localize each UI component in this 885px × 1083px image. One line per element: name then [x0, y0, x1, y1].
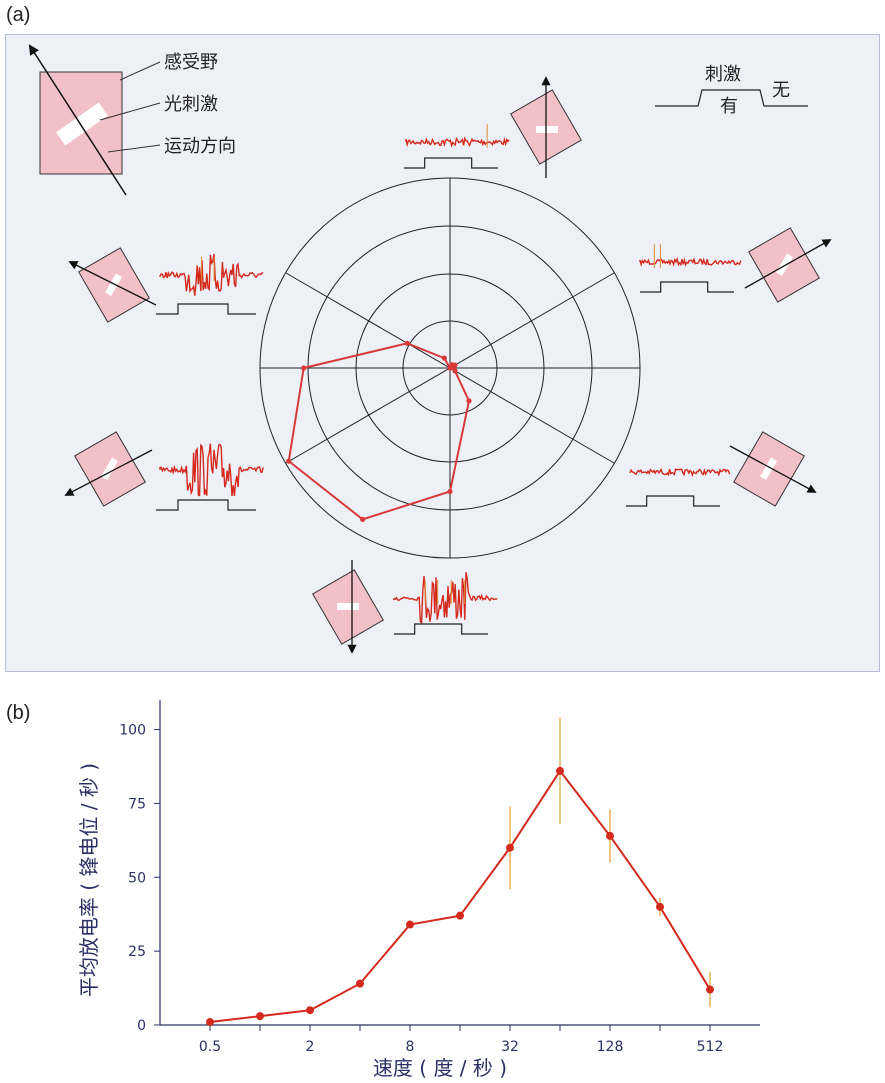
stimulus-key-title: 刺激: [705, 64, 741, 85]
polar-point-9: [301, 365, 307, 371]
series-line: [209, 769, 711, 1024]
light-stimulus-bar: [56, 102, 108, 146]
direction-150-stimulus: [68, 247, 157, 323]
stimulus-key: 刺激 有 无: [655, 64, 808, 117]
direction-neg150-stimulus: [64, 431, 153, 507]
trace-90: [405, 124, 510, 148]
polar-point-7: [360, 516, 366, 522]
data-point: [606, 831, 614, 840]
y-tick-label: 0: [137, 1018, 146, 1034]
tuning-polygon: [287, 342, 471, 521]
stimulus-key-off: 无: [772, 80, 790, 101]
data-point: [456, 911, 464, 920]
panel-a-frame: [5, 34, 880, 672]
step-neg30: [626, 495, 720, 507]
legend-receptive-field: 感受野: [164, 52, 218, 73]
x-tick-label: 512: [697, 1039, 724, 1055]
data-point: [506, 843, 514, 852]
trace-30: [639, 244, 742, 268]
step-90: [404, 157, 498, 169]
polar-point-10: [404, 340, 410, 346]
polar-point-6: [447, 488, 453, 495]
chart-series: [206, 717, 714, 1027]
y-tick-label: 75: [128, 796, 146, 812]
x-tick-label: 2: [306, 1039, 315, 1055]
receptive-field-swatch: [39, 71, 123, 175]
y-tick-label: 50: [128, 870, 146, 886]
direction-neg30-stimulus: [729, 431, 817, 507]
y-tick-label: 25: [128, 944, 146, 960]
tuning-polygon-layer: [286, 340, 472, 522]
spike-trace-layer: [156, 124, 742, 635]
x-axis-label: 速度 ( 度 / 秒 ): [373, 1056, 507, 1080]
polar-point-11: [441, 355, 447, 361]
direction-30-stimulus: [744, 227, 832, 303]
step-neg90: [394, 623, 488, 635]
data-point: [556, 766, 564, 775]
panel-a-figure: 感受野 光刺激 运动方向 刺激 有 无: [28, 44, 832, 654]
panel-a-label: (a): [6, 4, 31, 26]
x-tick-label: 8: [406, 1039, 415, 1055]
data-point: [706, 985, 714, 994]
data-point: [406, 920, 414, 929]
polar-point-8: [286, 458, 292, 464]
data-point: [356, 979, 364, 988]
data-point: [256, 1012, 264, 1021]
polar-point-5: [466, 398, 472, 404]
step-150: [156, 303, 256, 315]
panel-b-label: (b): [6, 702, 31, 724]
motion-direction-arrow: [28, 44, 127, 196]
legend-motion-direction: 运动方向: [164, 136, 236, 157]
trace-neg90: [393, 571, 498, 625]
step-neg150: [156, 499, 256, 511]
data-point: [656, 902, 664, 911]
direction-90-stimulus: [510, 76, 582, 178]
x-tick-label: 128: [597, 1039, 624, 1055]
y-axis-label: 平均放电率 ( 锋电位 / 秒 ): [77, 763, 101, 997]
trace-neg30: [629, 467, 731, 478]
y-tick-label: 100: [119, 723, 146, 739]
chart-axes: 0 25 50 75 100 0.5 2 8 32 128 512: [119, 700, 760, 1055]
legend-diagram: 感受野 光刺激 运动方向: [28, 44, 236, 196]
direction-neg90-stimulus: [312, 560, 384, 654]
trace-150: [159, 253, 264, 296]
trace-neg150: [159, 443, 264, 497]
x-tick-label: 32: [501, 1039, 519, 1055]
step-30: [640, 281, 734, 293]
legend-light-stimulus: 光刺激: [164, 94, 218, 115]
polar-point-4: [452, 368, 458, 374]
x-tick-label: 0.5: [199, 1039, 221, 1055]
panel-b-chart: 0 25 50 75 100 0.5 2 8 32 128 512 速度 ( 度 / 秒 ) 平均放…: [77, 700, 760, 1080]
data-point: [206, 1018, 214, 1027]
stimulus-key-on: 有: [720, 96, 738, 117]
data-point: [306, 1006, 314, 1015]
